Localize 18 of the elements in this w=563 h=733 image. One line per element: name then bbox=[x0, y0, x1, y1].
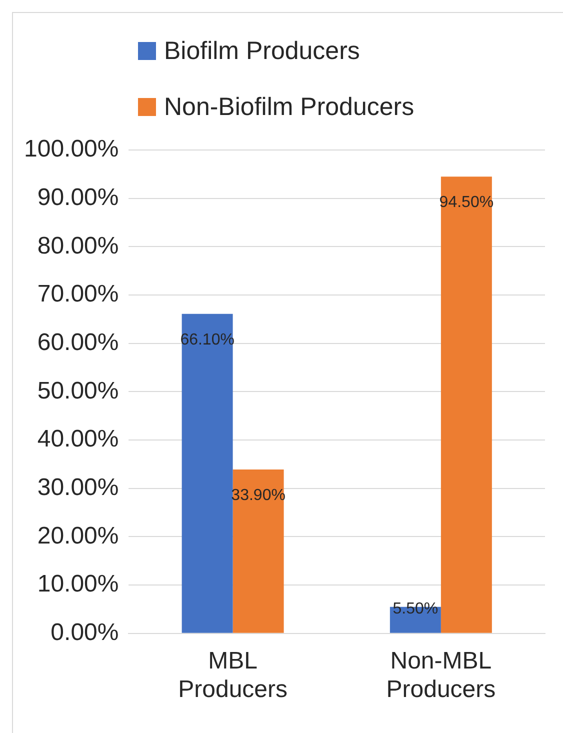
y-tick-label: 90.00% bbox=[37, 184, 119, 211]
x-tick-label: Non-MBL Producers bbox=[386, 647, 496, 704]
y-tick-label: 50.00% bbox=[37, 377, 119, 404]
x-tick-label: MBL Producers bbox=[178, 647, 288, 704]
y-tick-label: 60.00% bbox=[37, 328, 119, 356]
y-tick-label: 40.00% bbox=[37, 426, 119, 453]
bar bbox=[182, 314, 233, 633]
y-tick-label: 10.00% bbox=[37, 570, 119, 598]
y-tick-label: 20.00% bbox=[37, 522, 119, 550]
y-tick-label: 70.00% bbox=[37, 280, 119, 308]
legend-label: Biofilm Producers bbox=[164, 36, 360, 66]
bar bbox=[440, 176, 492, 633]
y-tick-label: 80.00% bbox=[37, 232, 119, 260]
y-tick-label: 30.00% bbox=[37, 474, 119, 502]
legend-label: Non-Biofilm Producers bbox=[164, 92, 414, 122]
y-tick-label: 100.00% bbox=[24, 136, 119, 163]
y-tick-label: 0.00% bbox=[50, 619, 119, 646]
bar bbox=[232, 470, 284, 633]
